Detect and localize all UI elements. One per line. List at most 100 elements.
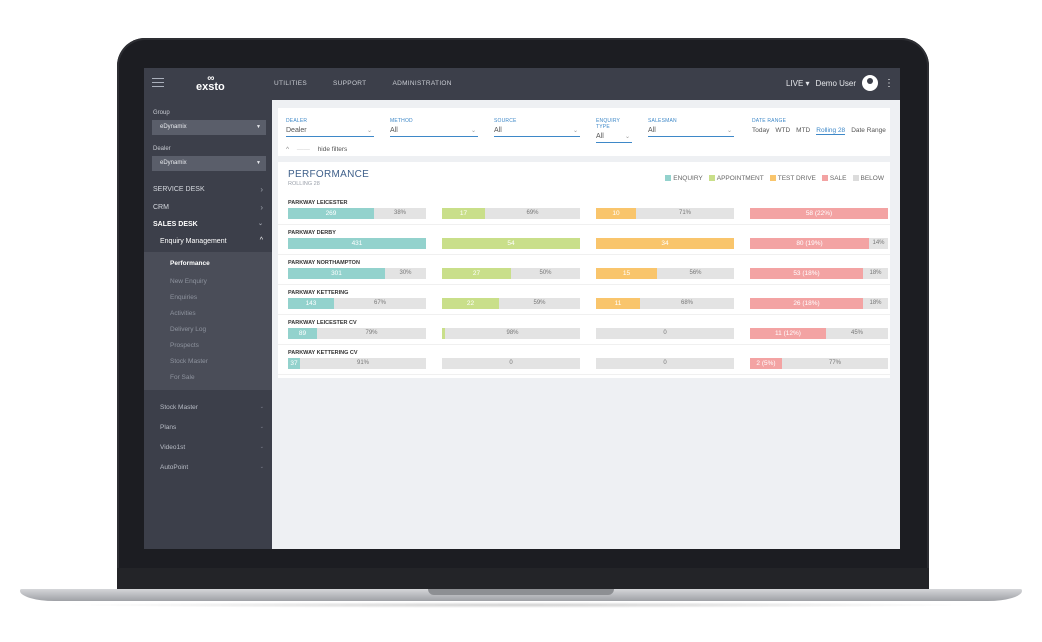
appointment-fill: 22 bbox=[442, 298, 499, 309]
row-dealer-name[interactable]: PARKWAY KETTERING CV bbox=[288, 350, 358, 356]
hide-filters-toggle[interactable]: ^ —— hide filters bbox=[286, 146, 347, 153]
appointment-fill: 27 bbox=[442, 268, 511, 279]
row-dealer-name[interactable]: PARKWAY KETTERING bbox=[288, 290, 349, 296]
chevron-down-icon: ⌄ bbox=[259, 444, 264, 450]
legend-swatch-below bbox=[852, 175, 859, 181]
legend-swatch-appointment bbox=[708, 175, 715, 181]
sidebar-crm[interactable]: CRM › bbox=[153, 203, 265, 212]
enquiry-bar[interactable]: 89 79% bbox=[288, 328, 426, 339]
test-drive-below-pct: 0 bbox=[663, 330, 667, 336]
performance-row: PARKWAY KETTERING 143 67% 22 59% 11 68% 26 (18%… bbox=[278, 290, 890, 316]
salesman-filter-select[interactable]: All ⌄ bbox=[648, 127, 734, 137]
date-option-date-range[interactable]: Date Range bbox=[851, 127, 886, 134]
kebab-icon[interactable]: ⋮ bbox=[884, 77, 894, 89]
sidebar-group-video1st[interactable]: Video1st ⌄ bbox=[160, 444, 266, 451]
enquiry-type-filter-label: ENQUIRY TYPE bbox=[596, 118, 621, 130]
row-divider bbox=[278, 284, 890, 285]
test-drive-bar[interactable]: 11 68% bbox=[596, 298, 734, 309]
sidebar-enquiry-management[interactable]: Enquiry Management ^ bbox=[160, 237, 265, 245]
environment-select[interactable]: LIVE ▾ bbox=[785, 78, 810, 88]
dealer-filter-select[interactable]: Dealer ⌄ bbox=[286, 127, 374, 137]
sidebar-item-for-sale[interactable]: For Sale bbox=[170, 374, 195, 381]
enquiry-bar[interactable]: 301 30% bbox=[288, 268, 426, 279]
sidebar-group-stock-master[interactable]: Stock Master ⌄ bbox=[160, 404, 266, 411]
dealer-select-value: eDynamix bbox=[160, 160, 187, 166]
salesman-filter-value: All bbox=[648, 127, 656, 134]
enquiry-bar[interactable]: 143 67% bbox=[288, 298, 426, 309]
test-drive-below-pct: 71% bbox=[678, 210, 691, 216]
enquiry-bar[interactable]: 269 38% bbox=[288, 208, 426, 219]
source-filter-label: SOURCE bbox=[494, 118, 517, 124]
sale-bar[interactable]: 80 (19%) 14% bbox=[750, 238, 888, 249]
sidebar-item-new-enquiry[interactable]: New Enquiry bbox=[170, 278, 207, 285]
app-logo[interactable]: ∞ exsto bbox=[196, 74, 225, 93]
group-select[interactable]: eDynamix ▼ bbox=[152, 120, 266, 135]
appointment-bar[interactable]: 0 bbox=[442, 358, 580, 369]
sidebar-item-prospects[interactable]: Prospects bbox=[170, 342, 199, 349]
chevron-down-icon: ⌄ bbox=[259, 424, 264, 430]
enquiry-fill: 301 bbox=[288, 268, 385, 279]
enquiry-bar[interactable]: 37 91% bbox=[288, 358, 426, 369]
enquiry-type-filter-select[interactable]: All ⌄ bbox=[596, 133, 632, 143]
test-drive-bar[interactable]: 34 bbox=[596, 238, 734, 249]
dealer-filter-label: DEALER bbox=[286, 118, 308, 124]
row-dealer-name[interactable]: PARKWAY DERBY bbox=[288, 230, 336, 236]
sidebar-item-activities[interactable]: Activities bbox=[170, 310, 196, 317]
test-drive-bar[interactable]: 0 bbox=[596, 328, 734, 339]
sidebar-sales-desk[interactable]: SALES DESK ⌄ bbox=[153, 221, 265, 228]
enquiry-management-label: Enquiry Management bbox=[160, 238, 227, 245]
sidebar-service-desk[interactable]: SERVICE DESK › bbox=[153, 185, 265, 194]
method-filter-label: METHOD bbox=[390, 118, 413, 124]
performance-row: PARKWAY DERBY 431 54 34 80 (19%) 14% bbox=[278, 230, 890, 256]
date-range-label: DATE RANGE bbox=[752, 118, 787, 124]
row-divider bbox=[278, 374, 890, 375]
sidebar-item-stock-master[interactable]: Stock Master bbox=[170, 358, 208, 365]
user-icon[interactable] bbox=[862, 75, 878, 91]
method-filter-select[interactable]: All ⌄ bbox=[390, 127, 478, 137]
sidebar-group-plans[interactable]: Plans ⌄ bbox=[160, 424, 266, 431]
date-option-today[interactable]: Today bbox=[752, 127, 770, 134]
source-filter-select[interactable]: All ⌄ bbox=[494, 127, 580, 137]
test-drive-bar[interactable]: 0 bbox=[596, 358, 734, 369]
user-name[interactable]: Demo User bbox=[815, 78, 856, 88]
hamburger-icon[interactable] bbox=[152, 78, 164, 88]
appointment-bar[interactable]: 27 50% bbox=[442, 268, 580, 279]
sidebar-group-autopoint[interactable]: AutoPoint ⌄ bbox=[160, 464, 266, 471]
source-filter: SOURCE All ⌄ bbox=[494, 118, 580, 137]
sidebar-item-performance[interactable]: Performance bbox=[170, 260, 210, 267]
sale-bar[interactable]: 11 (12%) 45% bbox=[750, 328, 888, 339]
sale-bar[interactable]: 53 (18%) 18% bbox=[750, 268, 888, 279]
appointment-bar[interactable]: 98% bbox=[442, 328, 580, 339]
group-video1st-label: Video1st bbox=[160, 444, 186, 451]
legend-test-drive-label: TEST DRIVE bbox=[777, 175, 816, 182]
date-option-mtd[interactable]: MTD bbox=[796, 127, 811, 134]
legend-sale-label: SALE bbox=[829, 175, 847, 182]
legend-test-drive: TEST DRIVE bbox=[769, 175, 816, 182]
sale-bar[interactable]: 2 (5%) 77% bbox=[750, 358, 888, 369]
row-dealer-name[interactable]: PARKWAY NORTHAMPTON bbox=[288, 260, 360, 266]
appointment-bar[interactable]: 17 69% bbox=[442, 208, 580, 219]
row-divider bbox=[278, 344, 890, 345]
appointment-bar[interactable]: 22 59% bbox=[442, 298, 580, 309]
nav-administration[interactable]: ADMINISTRATION bbox=[392, 80, 452, 87]
chevron-down-icon: ⌄ bbox=[572, 128, 578, 134]
enquiry-fill: 269 bbox=[288, 208, 374, 219]
test-drive-fill: 10 bbox=[596, 208, 636, 219]
test-drive-bar[interactable]: 10 71% bbox=[596, 208, 734, 219]
date-option-wtd[interactable]: WTD bbox=[775, 127, 791, 134]
date-option-rolling-28[interactable]: Rolling 28 bbox=[816, 127, 846, 135]
test-drive-bar[interactable]: 15 56% bbox=[596, 268, 734, 279]
hide-filters-label: hide filters bbox=[317, 146, 348, 153]
row-dealer-name[interactable]: PARKWAY LEICESTER bbox=[288, 200, 348, 206]
sidebar-item-delivery-log[interactable]: Delivery Log bbox=[170, 326, 207, 333]
sale-bar[interactable]: 58 (22%) bbox=[750, 208, 888, 219]
enquiry-bar[interactable]: 431 bbox=[288, 238, 426, 249]
nav-support[interactable]: SUPPORT bbox=[333, 80, 367, 87]
nav-utilities[interactable]: UTILITIES bbox=[274, 80, 308, 87]
sidebar-item-enquiries[interactable]: Enquiries bbox=[170, 294, 198, 301]
row-dealer-name[interactable]: PARKWAY LEICESTER CV bbox=[288, 320, 357, 326]
dealer-select[interactable]: eDynamix ▼ bbox=[152, 156, 266, 171]
sale-bar[interactable]: 26 (18%) 18% bbox=[750, 298, 888, 309]
appointment-bar[interactable]: 54 bbox=[442, 238, 580, 249]
group-stock-master-label: Stock Master bbox=[160, 404, 198, 411]
